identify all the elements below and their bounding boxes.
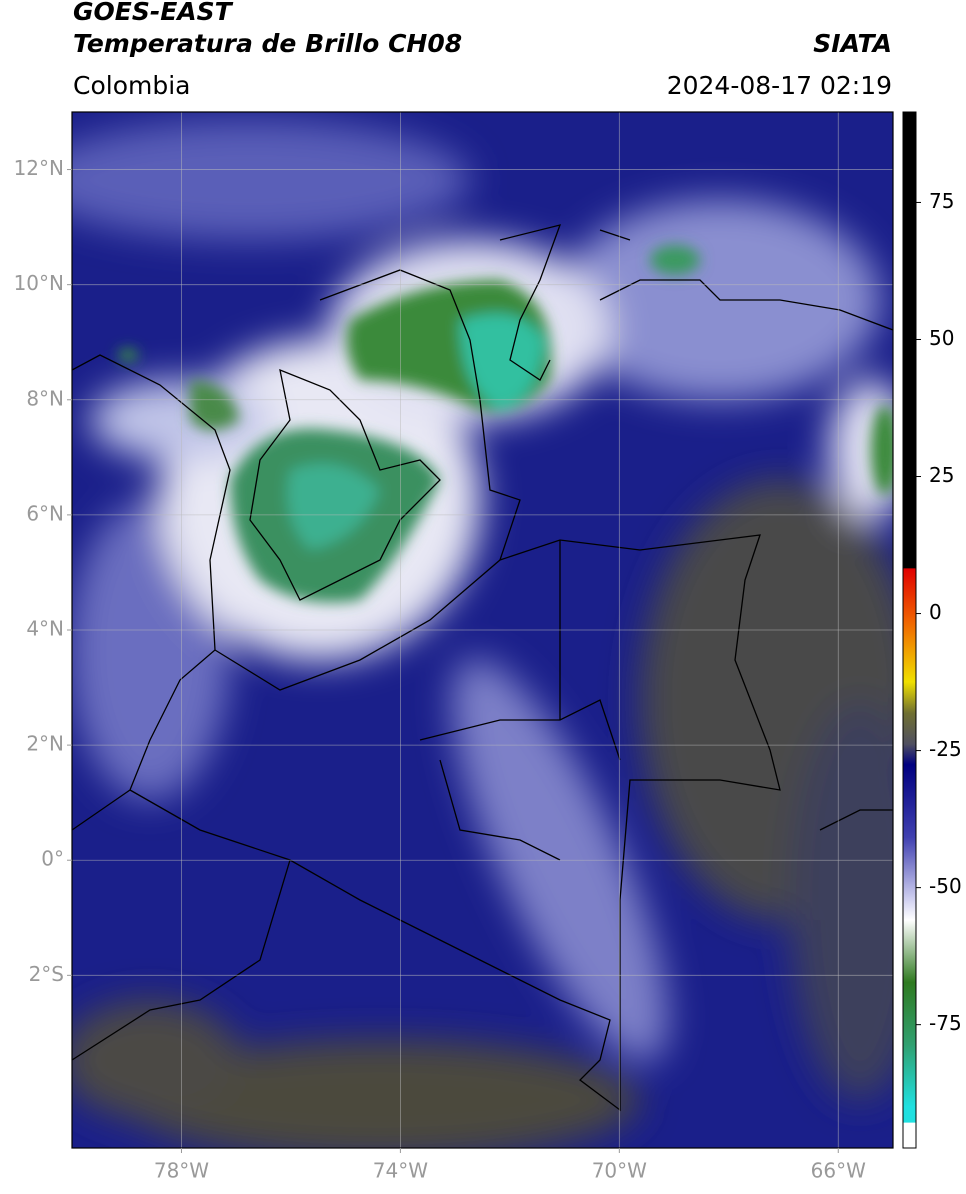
lon-tick-label: 78°W	[154, 1159, 209, 1183]
country-borders	[72, 224, 893, 1112]
lon-tick-label: 74°W	[373, 1159, 428, 1183]
lat-tick-label: 2°N	[26, 732, 64, 756]
colorbar-tick-label: -75	[929, 1011, 962, 1035]
colorbar-tick-label: -50	[929, 874, 962, 898]
colorbar	[902, 111, 917, 1149]
region: Colombia	[73, 71, 190, 100]
colorbar-tick-label: 50	[929, 326, 954, 350]
lat-tick-label: 0°	[41, 847, 64, 871]
product: Temperatura de Brillo CH08	[73, 29, 462, 58]
lat-tick-label: 10°N	[14, 271, 64, 295]
lat-tick-label: 8°N	[26, 386, 64, 410]
lon-tick-label: 70°W	[592, 1159, 647, 1183]
colorbar-tick-label: -25	[929, 737, 962, 761]
lon-tick-label: 66°W	[811, 1159, 866, 1183]
lat-tick-label: 2°S	[29, 962, 64, 986]
lat-tick-label: 4°N	[26, 617, 64, 641]
colorbar-tick-label: 25	[929, 463, 954, 487]
satellite-image	[72, 112, 893, 1148]
lat-tick-label: 12°N	[14, 156, 64, 180]
colorbar-tick-label: 0	[929, 600, 942, 624]
lat-tick-label: 6°N	[26, 501, 64, 525]
satellite: GOES-EAST	[73, 0, 234, 26]
datetime: 2024-08-17 02:19	[667, 71, 892, 100]
colorbar-tick-label: 75	[929, 189, 954, 213]
source: SIATA	[813, 29, 892, 58]
